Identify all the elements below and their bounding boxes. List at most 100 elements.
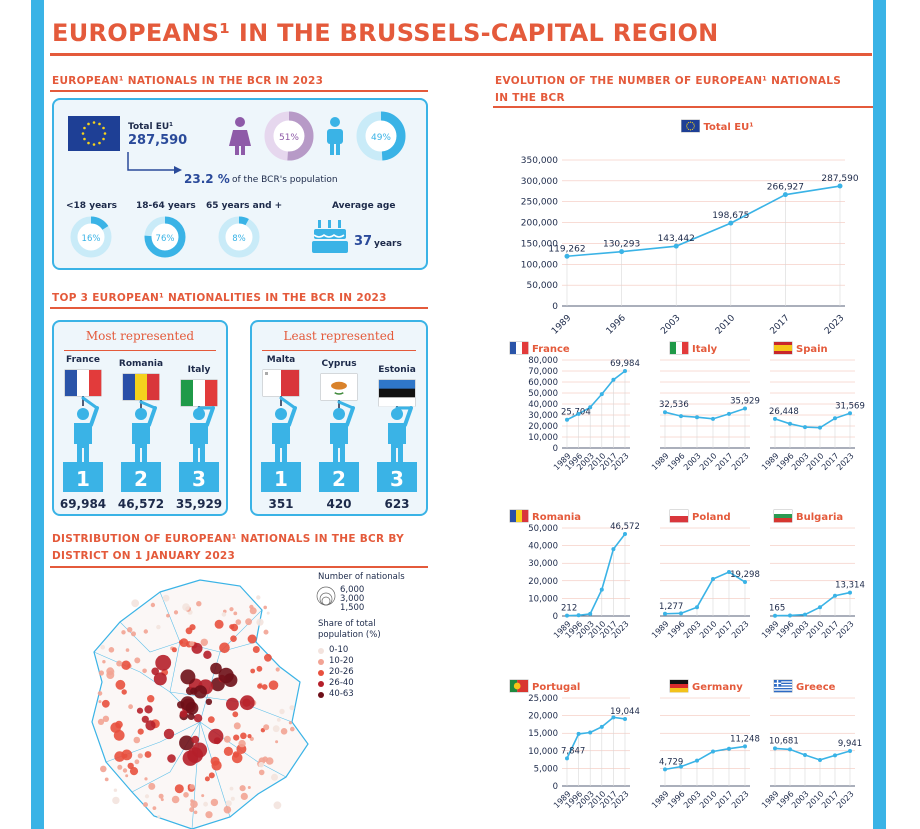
district-bubble (144, 777, 148, 781)
district-bubble (193, 810, 198, 815)
y-tick-label: 0 (553, 782, 558, 792)
x-tick-label: 2023 (835, 451, 856, 472)
data-point (611, 377, 616, 382)
age-pct-65plus: 8% (232, 234, 246, 244)
panel-head-rule (64, 350, 216, 351)
person-head (275, 408, 287, 420)
y-tick-label: 100,000 (521, 260, 558, 270)
district-bubble (97, 691, 103, 696)
x-tick-label: 1989 (550, 313, 573, 336)
rank-number: 1 (76, 467, 90, 491)
legend-swatch (318, 658, 324, 665)
section-title-evolution-2: IN THE BCR (495, 92, 565, 104)
y-tick-label: 60,000 (528, 378, 558, 388)
district-bubble (233, 722, 241, 730)
district-bubble (133, 736, 141, 744)
data-point (599, 724, 604, 729)
district-bubble (121, 660, 131, 670)
district-bubble (137, 728, 144, 735)
y-tick-label: 50,000 (528, 389, 558, 399)
district-bubble (210, 662, 222, 675)
district-bubble (122, 768, 128, 773)
x-tick-label: 1996 (666, 789, 687, 810)
chart-title: Poland (692, 512, 731, 523)
data-label: 130,293 (603, 240, 640, 250)
data-point (818, 757, 822, 762)
legend-class-20-26: 20-26 (318, 667, 354, 678)
x-tick-label: 2017 (768, 313, 791, 336)
rank-number: 3 (390, 467, 404, 491)
data-label: 7,847 (561, 746, 585, 756)
country-name: Italy (188, 365, 211, 375)
data-point (695, 758, 699, 763)
district-bubble (163, 728, 175, 740)
y-tick-label: 0 (552, 302, 558, 312)
data-label: 31,569 (835, 401, 865, 411)
podium-block (179, 462, 219, 492)
map-legend-share-title: Share of total population (%) (318, 619, 381, 641)
district-bubble (219, 642, 230, 654)
birthday-cake-icon (312, 220, 348, 253)
district-bubble (131, 631, 136, 637)
legend-share-title-2: population (%) (318, 630, 381, 640)
eu-star (87, 122, 90, 126)
legend-class-label: 10-20 (329, 656, 354, 666)
y-tick-label: 10,000 (528, 594, 558, 604)
country-italy: Italy 3 35,929 (176, 365, 222, 511)
region-outline (91, 579, 309, 829)
district-bubble (205, 698, 213, 705)
x-tick-label: 2010 (714, 313, 737, 336)
data-label: 9,941 (838, 739, 862, 749)
chart-title: Greece (796, 682, 836, 693)
series-line (664, 571, 746, 615)
district-bubble (247, 786, 251, 789)
district-bubble (230, 635, 237, 642)
section-title-evolution-1: EVOLUTION OF THE NUMBER OF EUROPEAN¹ NAT… (495, 75, 842, 87)
section-rule (50, 566, 428, 568)
data-label: 10,681 (769, 736, 799, 746)
district-bubble (141, 715, 149, 723)
district-bubble (208, 772, 215, 779)
country-value: 35,929 (176, 497, 222, 511)
chart-title: Total EU¹ (704, 122, 754, 133)
x-tick-label: 2017 (714, 451, 735, 472)
data-point (727, 746, 731, 751)
avg-age-label: Average age (332, 201, 396, 211)
district-bubble (98, 670, 104, 676)
district-bubble (121, 630, 126, 635)
district-bubble (230, 796, 235, 801)
data-point (588, 405, 593, 410)
country-france: France 1 69,984 (60, 355, 106, 511)
eu-star (98, 141, 101, 145)
y-tick-label: 70,000 (528, 367, 558, 377)
data-point (565, 756, 569, 761)
panel-head-rule (262, 350, 416, 351)
chart-title: Bulgaria (796, 512, 843, 523)
legend-swatch (318, 669, 324, 676)
district-bubble (129, 767, 139, 776)
data-point (673, 243, 679, 249)
district-bubble (190, 799, 194, 803)
country-name: Malta (267, 355, 296, 365)
series-line (774, 412, 851, 429)
data-label: 11,248 (730, 734, 760, 744)
data-point (727, 411, 731, 416)
data-label: 19,298 (730, 570, 760, 580)
data-label: 1,277 (659, 602, 683, 612)
district-bubble (152, 806, 157, 810)
x-tick-label: 2010 (698, 789, 719, 810)
legend-size-3000: 3,000 (340, 594, 365, 604)
district-bubble (143, 802, 148, 808)
x-tick-label: 2017 (714, 619, 735, 640)
chart-italy: Italy 32,536 35,929 19891996200320102017202… (650, 341, 760, 472)
podium-block (377, 462, 417, 492)
data-point (848, 749, 852, 754)
female-icon (229, 117, 251, 155)
age-donut-under18: 16% (70, 216, 112, 258)
country-romania: Romania 2 46,572 (118, 359, 164, 511)
district-bubble (106, 667, 115, 676)
legend-class-label: 40-63 (329, 689, 354, 699)
y-tick-label: 30,000 (528, 411, 558, 421)
district-bubble (100, 765, 107, 773)
district-bubble (162, 594, 170, 602)
